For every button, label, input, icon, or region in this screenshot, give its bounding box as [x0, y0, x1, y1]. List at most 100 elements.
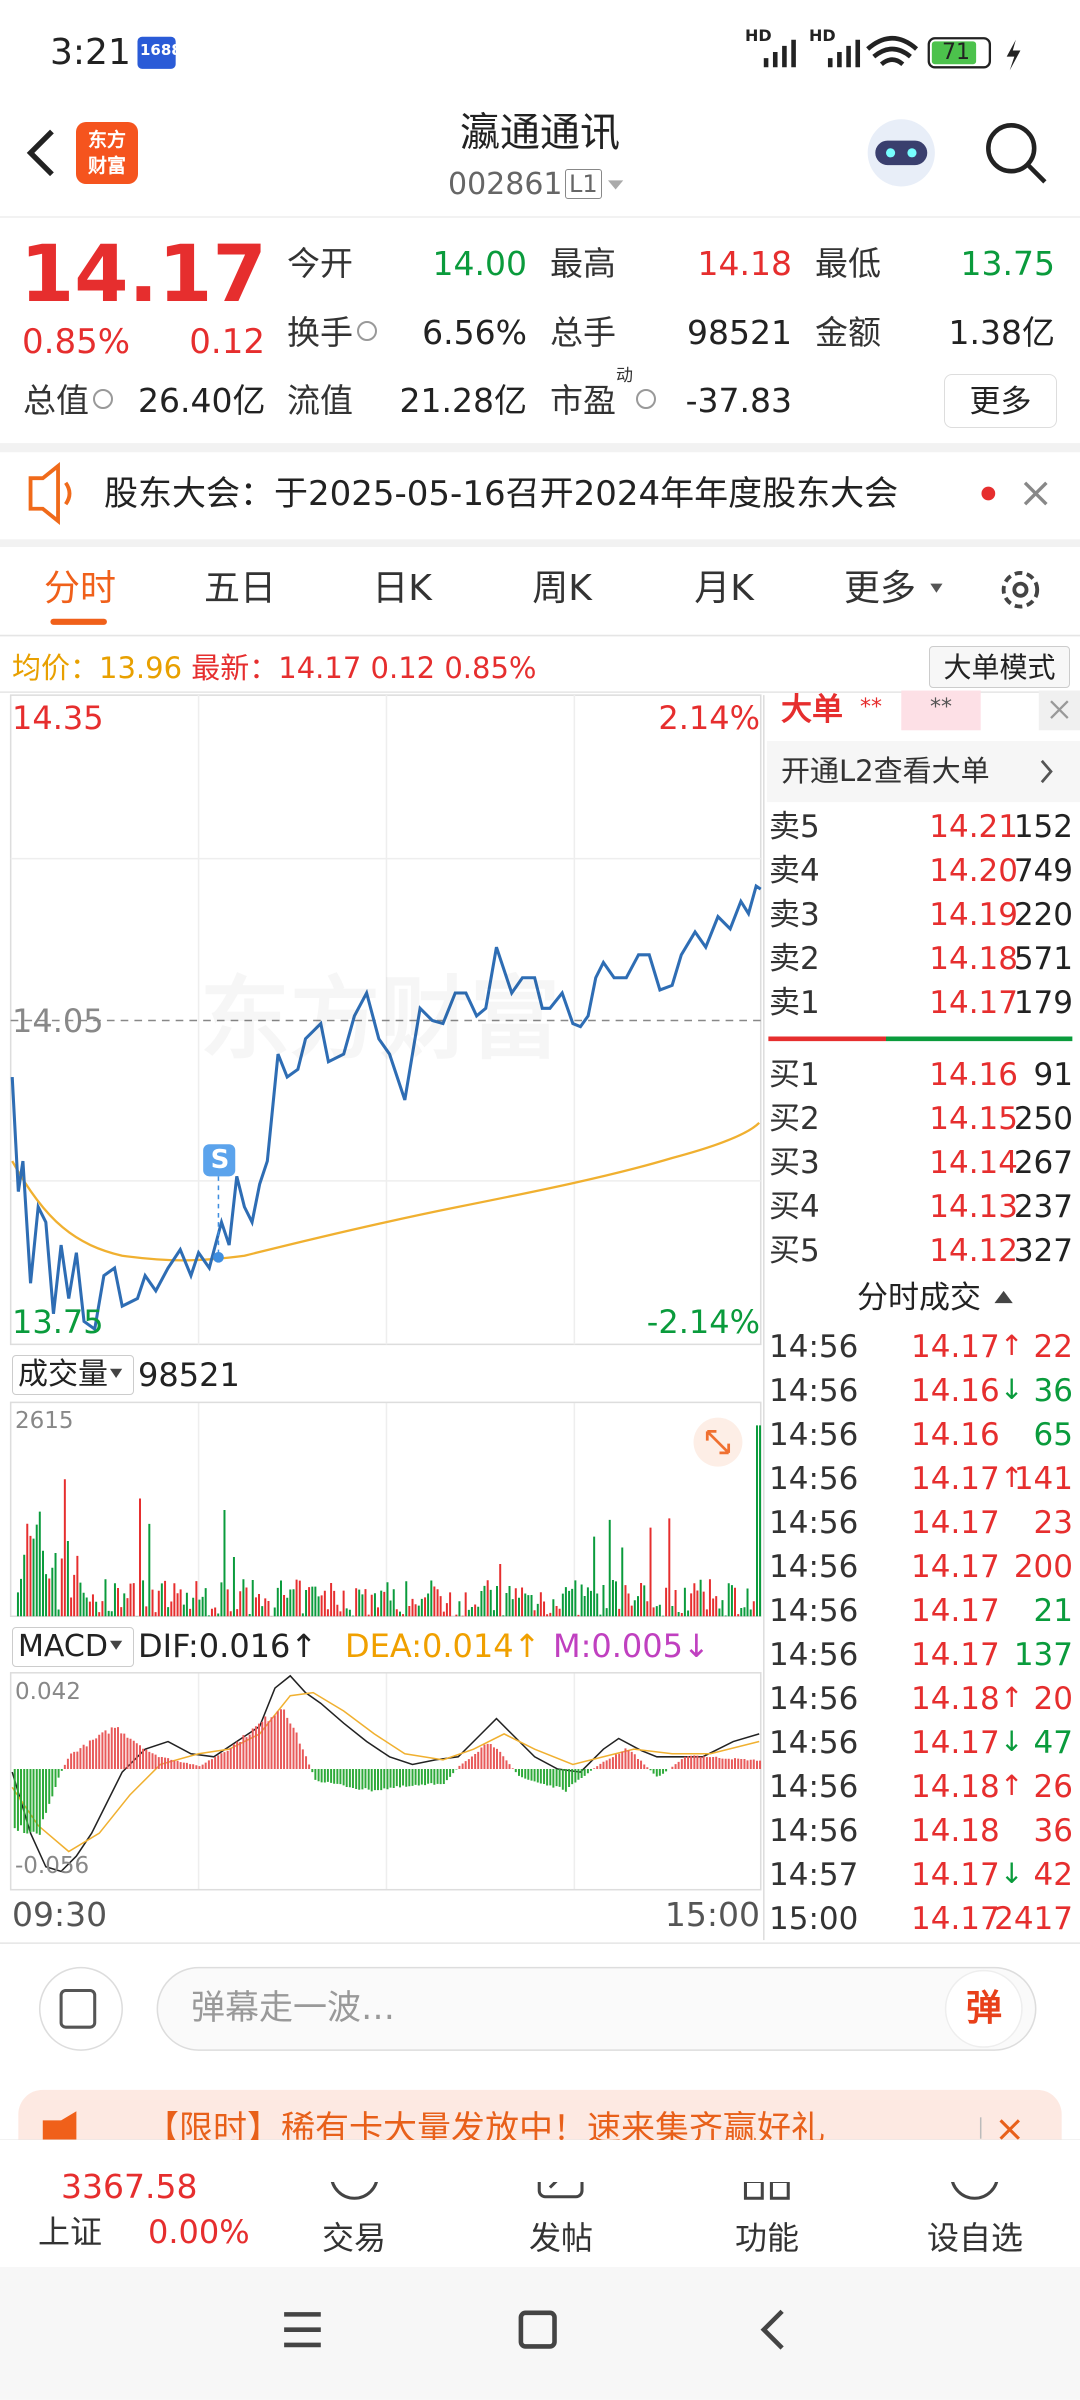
level-badge[interactable]: L1	[565, 169, 602, 199]
info-icon[interactable]	[636, 389, 656, 409]
dropdown[interactable]	[607, 180, 624, 190]
nav-label[interactable]: 发帖	[528, 2219, 593, 2257]
info-icon[interactable]	[93, 389, 113, 409]
nav-label[interactable]: 设自选	[926, 2219, 1023, 2257]
more-button[interactable]: 更多	[944, 374, 1057, 428]
book-volume: 91	[1033, 1057, 1073, 1093]
index-change[interactable]: 0.00%	[148, 2213, 250, 2251]
menu-key[interactable]	[284, 2312, 321, 2348]
red-dot	[981, 486, 996, 501]
battery-level-text: 71	[942, 40, 970, 65]
close-icon[interactable]	[999, 2119, 1020, 2140]
battery-frame	[927, 37, 992, 69]
avg-label: 均价：	[12, 651, 100, 685]
trade-volume: 20	[1033, 1681, 1073, 1717]
change: 0.12	[189, 322, 265, 362]
book-volume: 237	[1013, 1189, 1073, 1225]
trade-price: 14.18	[911, 1681, 1000, 1717]
search-icon[interactable]	[986, 123, 1037, 174]
home-key[interactable]	[518, 2310, 557, 2349]
tab[interactable]: 日K	[372, 568, 432, 609]
volume-selector[interactable]	[12, 1355, 134, 1395]
link-row[interactable]	[766, 740, 1080, 803]
back-icon[interactable]	[26, 129, 54, 177]
change-percent: 0.85%	[444, 651, 537, 685]
book-volume: 250	[1013, 1101, 1073, 1137]
sort-arrow[interactable]	[994, 1290, 1013, 1304]
big-order-title: 大单	[781, 692, 843, 728]
volume-bars-down	[16, 1425, 762, 1617]
wifi-icon	[866, 35, 919, 67]
back-key[interactable]	[760, 2309, 784, 2350]
nav-label[interactable]: 功能	[734, 2219, 799, 2257]
stat-label: 总值	[23, 380, 89, 420]
book-volume: 327	[1013, 1233, 1073, 1269]
tab[interactable]: 更多	[843, 568, 916, 609]
band	[0, 539, 1080, 547]
close-icon[interactable]	[1023, 481, 1048, 506]
logo[interactable]: 东方 财富	[76, 122, 138, 184]
macd-m: M:0.005↓	[553, 1627, 710, 1665]
dea-line	[11, 1691, 760, 1853]
trade-time: 14:56	[769, 1329, 859, 1365]
macd-label: MACD	[18, 1629, 108, 1664]
big-order-mode-button[interactable]: 大单模式	[929, 646, 1070, 688]
trade-price: 14.17	[911, 1549, 1000, 1585]
index-name[interactable]: 上证	[38, 2213, 103, 2251]
stat-value: 98521	[687, 312, 792, 352]
tab[interactable]: 月K	[694, 568, 754, 609]
trade-price: 14.17	[911, 1505, 1000, 1541]
book-price: 14.16	[929, 1057, 1018, 1093]
info-icon[interactable]	[357, 321, 377, 341]
dif-line	[11, 1674, 760, 1873]
book-label: 买5	[769, 1233, 820, 1269]
average-line	[11, 1122, 761, 1262]
l2-link[interactable]: 开通L2查看大单	[781, 754, 990, 788]
stat-label: 金额	[815, 312, 881, 352]
danmu-button-text[interactable]: 弹	[966, 1988, 1003, 2029]
marker-box	[203, 1144, 236, 1177]
trade-time: 14:56	[769, 1681, 859, 1717]
system-nav	[0, 2267, 1080, 2400]
book-volume: 152	[1013, 809, 1073, 845]
danmu-button[interactable]	[944, 1969, 1023, 2048]
book-price: 14.17	[929, 985, 1018, 1021]
gear-icon[interactable]	[1001, 571, 1040, 609]
tab[interactable]: 周K	[532, 568, 592, 609]
trade-volume: 21	[1033, 1593, 1073, 1629]
comment-icon	[59, 1988, 97, 2029]
index-value[interactable]: 3367.58	[61, 2167, 198, 2206]
trade-price: 14.17	[911, 1593, 1000, 1629]
nav-edge	[0, 2140, 1080, 2142]
comment-placeholder[interactable]: 弹幕走一波…	[191, 1988, 395, 2028]
comment-icon-button[interactable]	[38, 1966, 123, 2051]
volume-label: 成交量	[18, 1357, 108, 1392]
book-label: 买1	[769, 1057, 820, 1093]
signal-icon	[763, 39, 861, 68]
macd-min: -0.056	[15, 1853, 90, 1879]
trade-direction: ↓	[1000, 1857, 1024, 1890]
stat-value: 14.00	[432, 243, 527, 283]
avg-price: 13.96	[99, 651, 183, 685]
nav-label[interactable]: 交易	[321, 2219, 386, 2257]
book-price: 14.21	[929, 809, 1018, 845]
tab[interactable]: 分时	[43, 568, 116, 609]
stat-value: 14.18	[697, 243, 792, 283]
price-low-label: 13.75	[12, 1303, 104, 1341]
logo-text: 财富	[87, 155, 126, 177]
tab[interactable]: 五日	[203, 568, 276, 609]
macd-selector[interactable]	[12, 1627, 134, 1667]
book-label: 买3	[769, 1145, 820, 1181]
dropdown	[930, 583, 943, 593]
comment-input[interactable]	[156, 1966, 1037, 2051]
book-label: 买2	[769, 1101, 820, 1137]
stat-label: 最高	[550, 243, 616, 283]
charging-icon	[1006, 39, 1021, 71]
trade-direction: ↑	[1000, 1769, 1024, 1802]
chevron	[1040, 759, 1053, 784]
trade-volume: 36	[1033, 1373, 1073, 1409]
notice-text[interactable]: 股东大会：于2025-05-16召开2024年年度股东大会	[104, 474, 899, 514]
trade-time: 14:56	[769, 1461, 859, 1497]
